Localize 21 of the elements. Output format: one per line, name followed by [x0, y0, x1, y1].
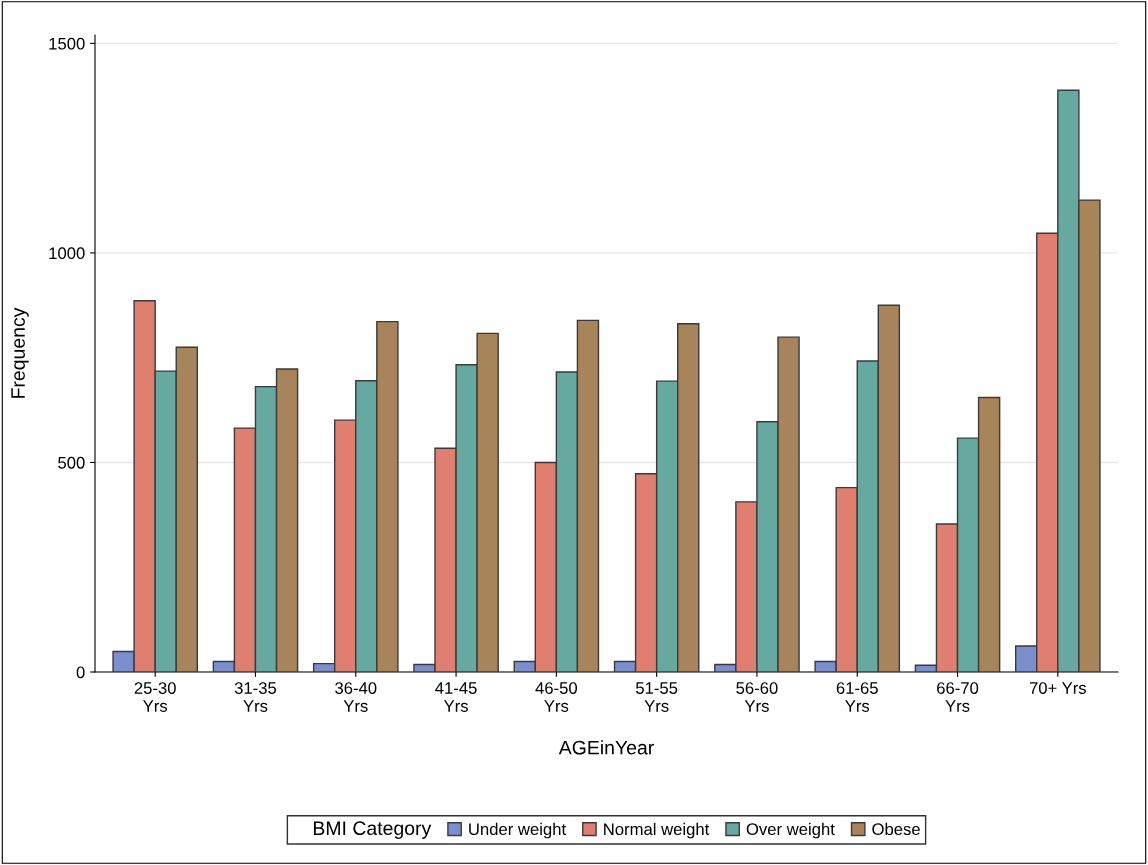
legend-label: Obese — [872, 822, 920, 836]
legend-label: Over weight — [746, 822, 835, 839]
legend-label: Normal weight — [604, 822, 710, 839]
x-tick-label: 31-35 Yrs — [234, 682, 277, 712]
x-tick-label: 70+ Yrs — [1029, 682, 1087, 694]
x-tick-label: 51-55 Yrs — [636, 682, 678, 712]
x-tick-label: 41-45 Yrs — [435, 682, 477, 712]
y-tick-label: 1000 — [49, 247, 85, 260]
x-axis-title: AGEinYear — [558, 740, 654, 755]
legend-label: Under weight — [469, 822, 566, 839]
y-tick-label: 0 — [76, 666, 85, 679]
y-tick-label: 500 — [58, 456, 85, 469]
x-tick-label: 66-70 Yrs — [937, 682, 979, 712]
x-tick-label: 61-65 Yrs — [836, 682, 878, 712]
x-tick-label: 56-60 Yrs — [736, 682, 778, 712]
x-tick-label: 46-50 Yrs — [535, 682, 578, 712]
y-axis-title: Frequency — [11, 307, 29, 398]
legend-title: BMI Category — [313, 821, 432, 839]
y-tick-label: 1500 — [49, 37, 85, 50]
x-tick-label: 36-40 Yrs — [335, 682, 377, 712]
x-tick-label: 25-30 Yrs — [134, 682, 176, 712]
